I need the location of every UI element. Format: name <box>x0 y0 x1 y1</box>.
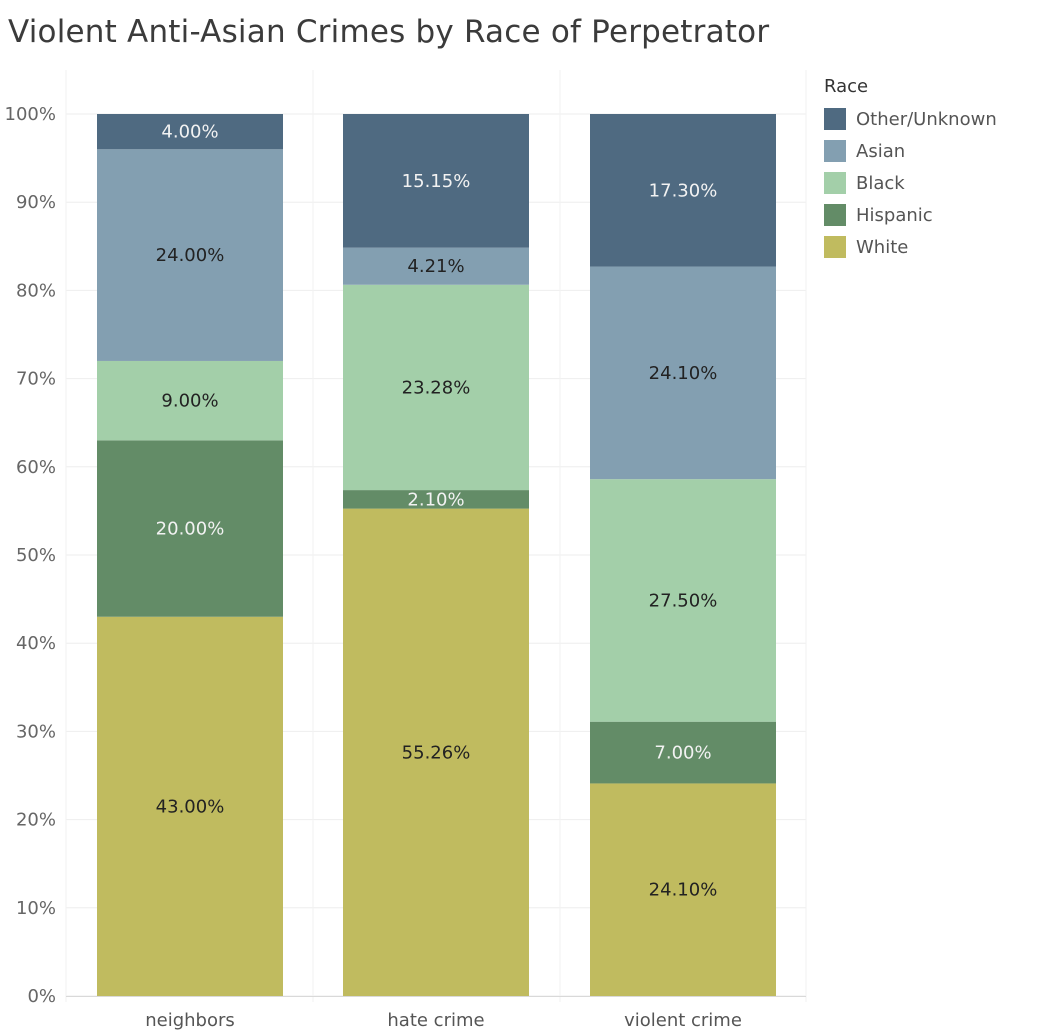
bar-label: 23.28% <box>402 377 471 398</box>
bar-label: 7.00% <box>654 743 711 764</box>
y-tick-label: 80% <box>16 280 56 301</box>
legend-item: White <box>824 231 997 263</box>
legend-swatch <box>824 140 846 162</box>
y-tick-label: 20% <box>16 810 56 831</box>
bar-segment <box>97 114 283 150</box>
legend-label: Asian <box>856 140 906 162</box>
bar-segment <box>343 284 529 491</box>
bar-segment <box>97 360 283 441</box>
y-tick-label: 30% <box>16 721 56 742</box>
legend-swatch <box>824 108 846 130</box>
y-tick-label: 10% <box>16 898 56 919</box>
bar-segment <box>97 149 283 361</box>
y-tick-label: 70% <box>16 369 56 390</box>
legend-title: Race <box>824 76 869 97</box>
legend-swatch <box>824 236 846 258</box>
bar-label: 15.15% <box>402 171 471 192</box>
bar-segment <box>590 266 776 480</box>
bar-label: 24.10% <box>649 880 718 901</box>
bar-label: 27.50% <box>649 590 718 611</box>
legend-label: White <box>856 236 909 258</box>
bar-segment <box>97 616 283 996</box>
bar-label: 9.00% <box>161 391 218 412</box>
y-tick-label: 40% <box>16 633 56 654</box>
y-tick-label: 0% <box>27 986 56 1007</box>
y-tick-label: 100% <box>5 104 56 125</box>
bar-segment <box>343 490 529 509</box>
bar-segment <box>590 114 776 267</box>
legend-item: Hispanic <box>824 199 997 231</box>
y-tick-label: 50% <box>16 545 56 566</box>
legend: Race Other/Unknown Asian Black Hispanic Whit… <box>824 76 997 263</box>
legend-item: Other/Unknown <box>824 103 997 135</box>
legend-item: Black <box>824 167 997 199</box>
bar-segment <box>590 479 776 722</box>
bar-segment <box>590 721 776 784</box>
y-tick-label: 90% <box>16 192 56 213</box>
y-tick-label: 60% <box>16 457 56 478</box>
chart-title: Violent Anti-Asian Crimes by Race of Per… <box>8 14 770 50</box>
legend-items: Other/Unknown Asian Black Hispanic White <box>824 103 997 263</box>
bar-label: 43.00% <box>156 796 225 817</box>
legend-item: Asian <box>824 135 997 167</box>
bar-label: 4.21% <box>407 256 464 277</box>
bar-segment <box>343 247 529 285</box>
x-tick-label: hate crime <box>387 1010 484 1031</box>
x-tick-label: violent crime <box>624 1010 742 1031</box>
bar-label: 2.10% <box>407 489 464 510</box>
legend-label: Black <box>856 172 905 194</box>
bar-label: 55.26% <box>402 742 471 763</box>
bar-label: 24.10% <box>649 363 718 384</box>
bar-label: 24.00% <box>156 245 225 266</box>
legend-swatch <box>824 204 846 226</box>
bar-segment <box>343 508 529 996</box>
bar-segment <box>590 783 776 996</box>
x-tick-label: neighbors <box>145 1010 235 1031</box>
bar-segment <box>343 114 529 248</box>
legend-label: Hispanic <box>856 204 933 226</box>
bar-label: 4.00% <box>161 122 218 143</box>
legend-swatch <box>824 172 846 194</box>
bar-segment <box>97 440 283 617</box>
bar-label: 17.30% <box>649 180 718 201</box>
bar-label: 20.00% <box>156 519 225 540</box>
legend-label: Other/Unknown <box>856 108 997 130</box>
